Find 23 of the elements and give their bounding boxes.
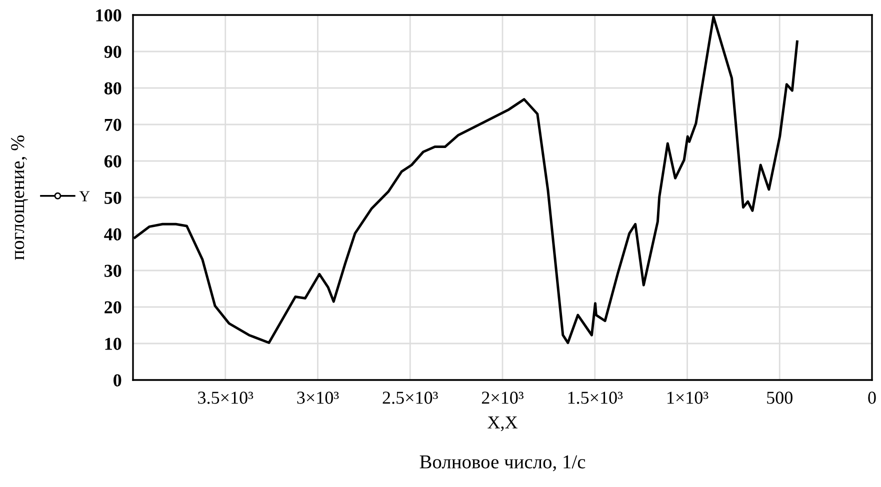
text: Волновое число, 1/с — [420, 455, 586, 472]
x-tick-label: 1.5×10³ — [568, 392, 623, 404]
y-tick-label: 60 — [104, 155, 122, 168]
y-axis-title: поглощение, % — [11, 135, 28, 260]
y-tick-label: 20 — [104, 301, 122, 314]
y-tick-label: 0 — [114, 374, 122, 386]
y-tick-label: 70 — [104, 118, 122, 131]
y-tick-label: 90 — [104, 46, 122, 58]
x-tick-label: 3×10³ — [297, 392, 339, 404]
y-tick-label: 10 — [105, 338, 122, 350]
x-tick-label: 500 — [767, 392, 792, 404]
x-tick-label: 0 — [868, 392, 876, 404]
x-tick-label: 2.5×10³ — [382, 392, 438, 404]
y-tick-label: 40 — [104, 228, 122, 240]
x-axis-title: X,X — [488, 416, 518, 432]
x-tick-label: 1×10³ — [668, 392, 708, 404]
y-tick-label: 30 — [104, 264, 122, 277]
x-tick-label: 2×10³ — [482, 392, 524, 404]
y-tick-label: 50 — [104, 192, 122, 204]
x-tick-label: 3.5×10³ — [198, 392, 254, 404]
y-tick-label: 80 — [104, 82, 122, 94]
legend-label: Y — [79, 191, 90, 202]
y-tick-label: 100 — [96, 9, 122, 22]
